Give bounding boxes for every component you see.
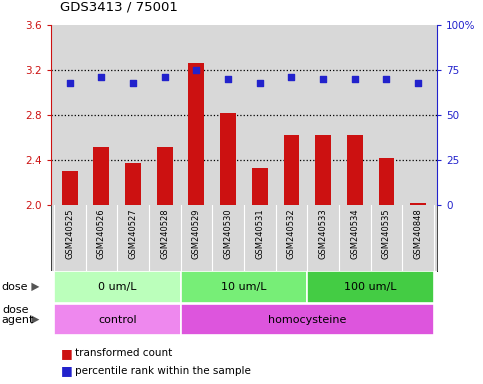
Bar [347,135,363,205]
Point [287,74,295,80]
Point [161,74,169,80]
Bar [252,168,268,205]
Text: GSM240527: GSM240527 [128,208,138,259]
Text: GSM240535: GSM240535 [382,208,391,259]
Text: ■: ■ [60,347,72,360]
Bar [284,135,299,205]
Bar [181,271,307,303]
Text: control: control [98,314,137,324]
Text: transformed count: transformed count [75,348,172,358]
Point [224,76,232,82]
Text: dose: dose [1,282,28,292]
Bar [54,304,181,335]
Bar [379,158,394,205]
Point [256,79,264,86]
Bar [307,271,434,303]
Point [98,74,105,80]
Text: homocysteine: homocysteine [268,314,346,324]
Point [66,79,73,86]
Bar [125,164,141,205]
Point [383,76,390,82]
Point [193,67,200,73]
Text: 0 um/L: 0 um/L [98,282,137,292]
Text: GSM240526: GSM240526 [97,208,106,259]
Bar [94,147,109,205]
Bar [315,135,331,205]
Text: GSM240533: GSM240533 [319,208,327,259]
Text: dose: dose [2,305,29,315]
Text: percentile rank within the sample: percentile rank within the sample [75,366,251,376]
Text: ■: ■ [60,364,72,377]
Text: GDS3413 / 75001: GDS3413 / 75001 [60,0,178,13]
Bar [62,171,78,205]
Text: GSM240529: GSM240529 [192,208,201,259]
Text: GSM240534: GSM240534 [350,208,359,259]
Text: GSM240525: GSM240525 [65,208,74,259]
Bar [188,63,204,205]
Point [319,76,327,82]
Text: GSM240531: GSM240531 [255,208,264,259]
Text: GSM240848: GSM240848 [413,208,423,259]
Point [129,79,137,86]
Text: 100 um/L: 100 um/L [344,282,397,292]
Bar [157,147,172,205]
Text: agent: agent [1,314,33,324]
Bar [410,203,426,205]
Bar [54,271,181,303]
Point [414,79,422,86]
Text: GSM240528: GSM240528 [160,208,169,259]
Bar [181,304,434,335]
Point [351,76,359,82]
Text: 10 um/L: 10 um/L [221,282,267,292]
Bar [220,113,236,205]
Text: GSM240530: GSM240530 [224,208,233,259]
Text: GSM240532: GSM240532 [287,208,296,259]
